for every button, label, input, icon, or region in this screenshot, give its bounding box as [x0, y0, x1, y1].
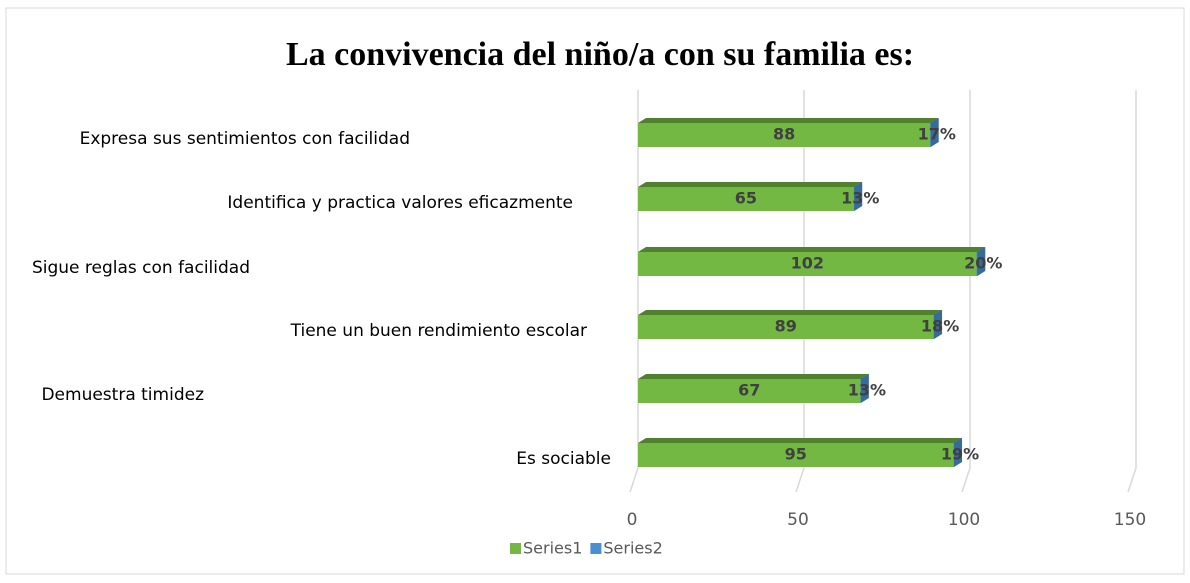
x-tick-label: 50 — [787, 510, 809, 530]
bar-face — [638, 247, 985, 252]
legend-label: Series1 — [523, 539, 582, 558]
value-label: 17% — [918, 125, 956, 144]
value-label: 13% — [848, 381, 886, 400]
value-label: 20% — [964, 254, 1002, 273]
value-label: 88 — [773, 125, 795, 144]
bar-face — [638, 310, 941, 315]
x-tick-label: 100 — [948, 510, 980, 530]
bar-face — [638, 438, 961, 443]
category-label: Sigue reglas con facilidad — [32, 258, 250, 278]
value-label: 18% — [921, 317, 959, 336]
x-tick-label: 150 — [1114, 510, 1146, 530]
bar-face — [638, 374, 868, 379]
bar-face — [638, 182, 862, 187]
category-label: Demuestra timidez — [41, 385, 204, 405]
value-label: 102 — [791, 254, 824, 273]
category-label: Es sociable — [516, 449, 611, 469]
bar-face — [638, 118, 938, 123]
category-label: Expresa sus sentimientos con facilidad — [80, 129, 410, 149]
value-label: 65 — [735, 189, 757, 208]
value-label: 19% — [941, 445, 979, 464]
legend-label: Series2 — [603, 539, 662, 558]
category-label: Identifica y practica valores eficazment… — [227, 193, 573, 213]
legend-swatch — [590, 543, 601, 554]
value-label: 13% — [841, 189, 879, 208]
x-tick-label: 0 — [627, 510, 638, 530]
legend-swatch — [510, 543, 521, 554]
category-label: Tiene un buen rendimiento escolar — [290, 321, 587, 341]
value-label: 67 — [738, 381, 760, 400]
chart-border — [6, 8, 1184, 574]
value-label: 95 — [785, 445, 807, 464]
chart-title: La convivencia del niño/a con su familia… — [286, 36, 914, 73]
value-label: 89 — [775, 317, 797, 336]
